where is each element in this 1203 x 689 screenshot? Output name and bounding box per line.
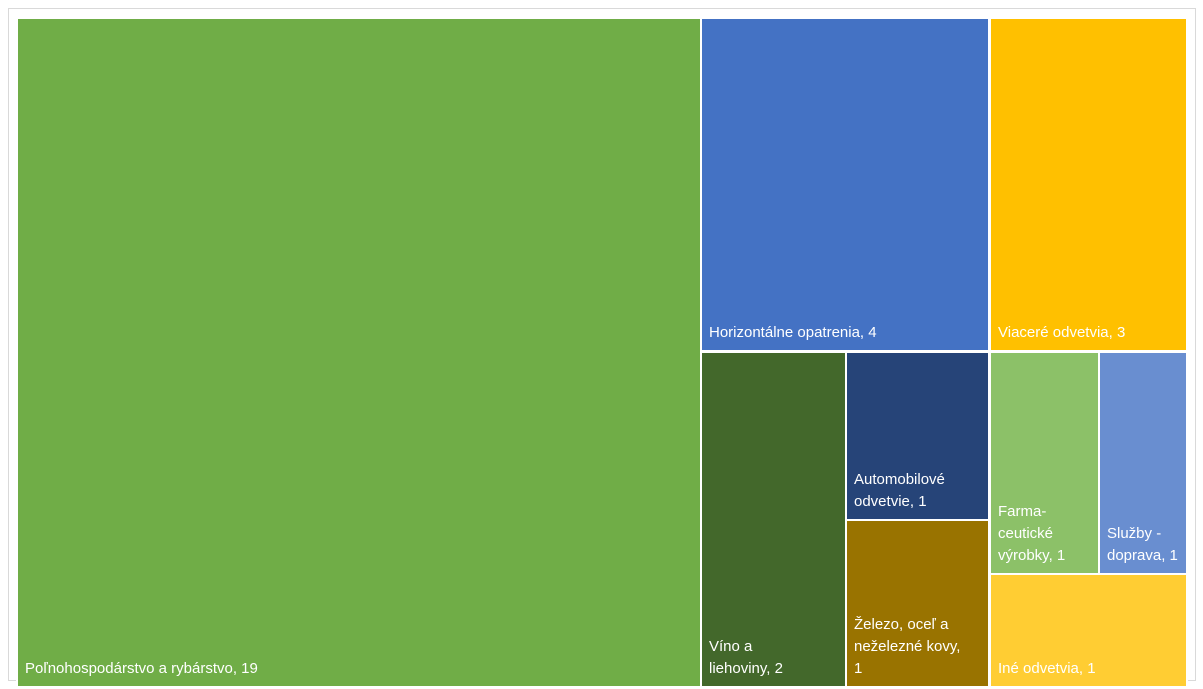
treemap-tile-label: Automobilové odvetvie, 1 — [854, 471, 945, 510]
treemap-tile-label: Poľnohospodárstvo a rybárstvo, 19 — [25, 660, 258, 677]
treemap-tile-multi: Viaceré odvetvia, 3 — [989, 17, 1188, 352]
treemap-tile-label: Služby - doprava, 1 — [1107, 525, 1178, 564]
treemap-tile-wine: Víno a liehoviny, 2 — [700, 351, 847, 688]
treemap-tile-agri: Poľnohospodárstvo a rybárstvo, 19 — [16, 17, 702, 688]
treemap-tile-auto: Automobilové odvetvie, 1 — [845, 351, 990, 521]
treemap-tile-label: Horizontálne opatrenia, 4 — [709, 324, 877, 341]
treemap-tile-label: Iné odvetvia, 1 — [998, 660, 1096, 677]
treemap-tile-label: Farma- ceutické výrobky, 1 — [998, 503, 1066, 564]
treemap-tile-label: Železo, oceľ a neželezné kovy, 1 — [854, 616, 961, 677]
treemap-tile-label: Víno a liehoviny, 2 — [709, 638, 783, 677]
treemap-tile-label: Viaceré odvetvia, 3 — [998, 324, 1126, 341]
treemap-tile-transp: Služby - doprava, 1 — [1098, 351, 1188, 575]
treemap-tile-pharma: Farma- ceutické výrobky, 1 — [989, 351, 1100, 575]
treemap-tile-other: Iné odvetvia, 1 — [989, 573, 1188, 688]
treemap-tile-steel: Železo, oceľ a neželezné kovy, 1 — [845, 519, 990, 688]
treemap-tile-horiz: Horizontálne opatrenia, 4 — [700, 17, 990, 352]
